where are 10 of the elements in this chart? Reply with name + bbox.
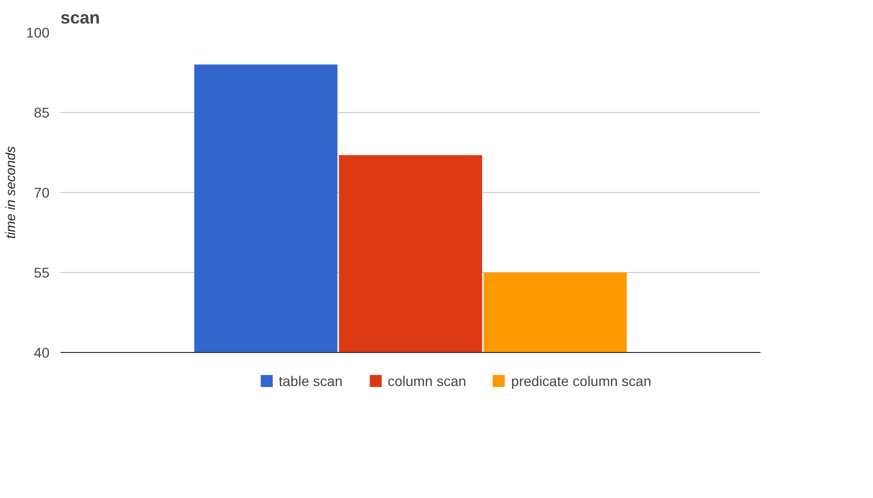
y-tick-label: 100: [26, 24, 50, 40]
y-tick-label: 70: [34, 184, 50, 200]
y-tick-label: 55: [34, 264, 50, 280]
legend-label: column scan: [388, 372, 466, 388]
y-axis-title: time in seconds: [3, 146, 18, 239]
y-tick-label: 85: [34, 104, 50, 120]
y-tick-label: 40: [34, 344, 50, 360]
legend-label: table scan: [278, 372, 343, 388]
chart-title: scan: [60, 8, 100, 28]
legend-label: predicate column scan: [511, 372, 652, 388]
